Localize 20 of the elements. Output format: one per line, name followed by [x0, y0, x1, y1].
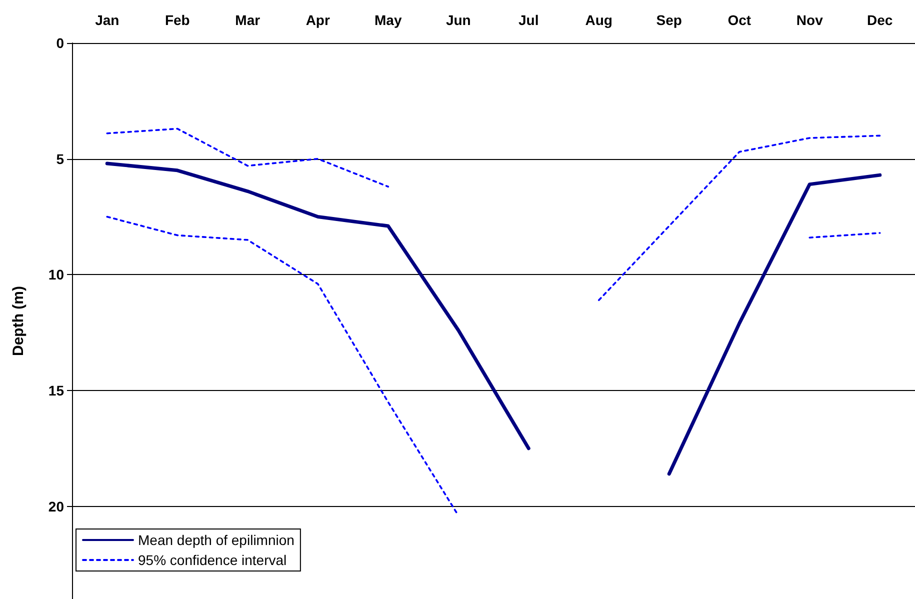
x-tick-label: Jun [446, 12, 471, 28]
x-tick-label: Jan [95, 12, 120, 28]
x-tick-label: May [374, 12, 402, 28]
x-tick-label: Mar [235, 12, 261, 28]
x-tick-label: Nov [796, 12, 824, 28]
legend-label: Mean depth of epilimnion [138, 532, 294, 548]
y-tick-label: 10 [48, 266, 64, 283]
x-tick-label: Apr [306, 12, 330, 28]
x-tick-label: Aug [585, 12, 612, 28]
y-axis-title: Depth (m) [10, 286, 27, 356]
y-tick-label: 15 [48, 382, 64, 398]
y-tick-label: 20 [48, 498, 64, 514]
x-tick-label: Feb [164, 12, 190, 28]
x-tick-label: Oct [728, 12, 752, 28]
x-tick-label: Sep [656, 12, 682, 28]
x-tick-label: Dec [867, 12, 893, 28]
legend-label: 95% confidence interval [138, 552, 287, 568]
y-tick-label: 5 [56, 150, 64, 167]
x-tick-label: Jul [518, 12, 539, 28]
y-tick-label: 0 [56, 35, 64, 51]
